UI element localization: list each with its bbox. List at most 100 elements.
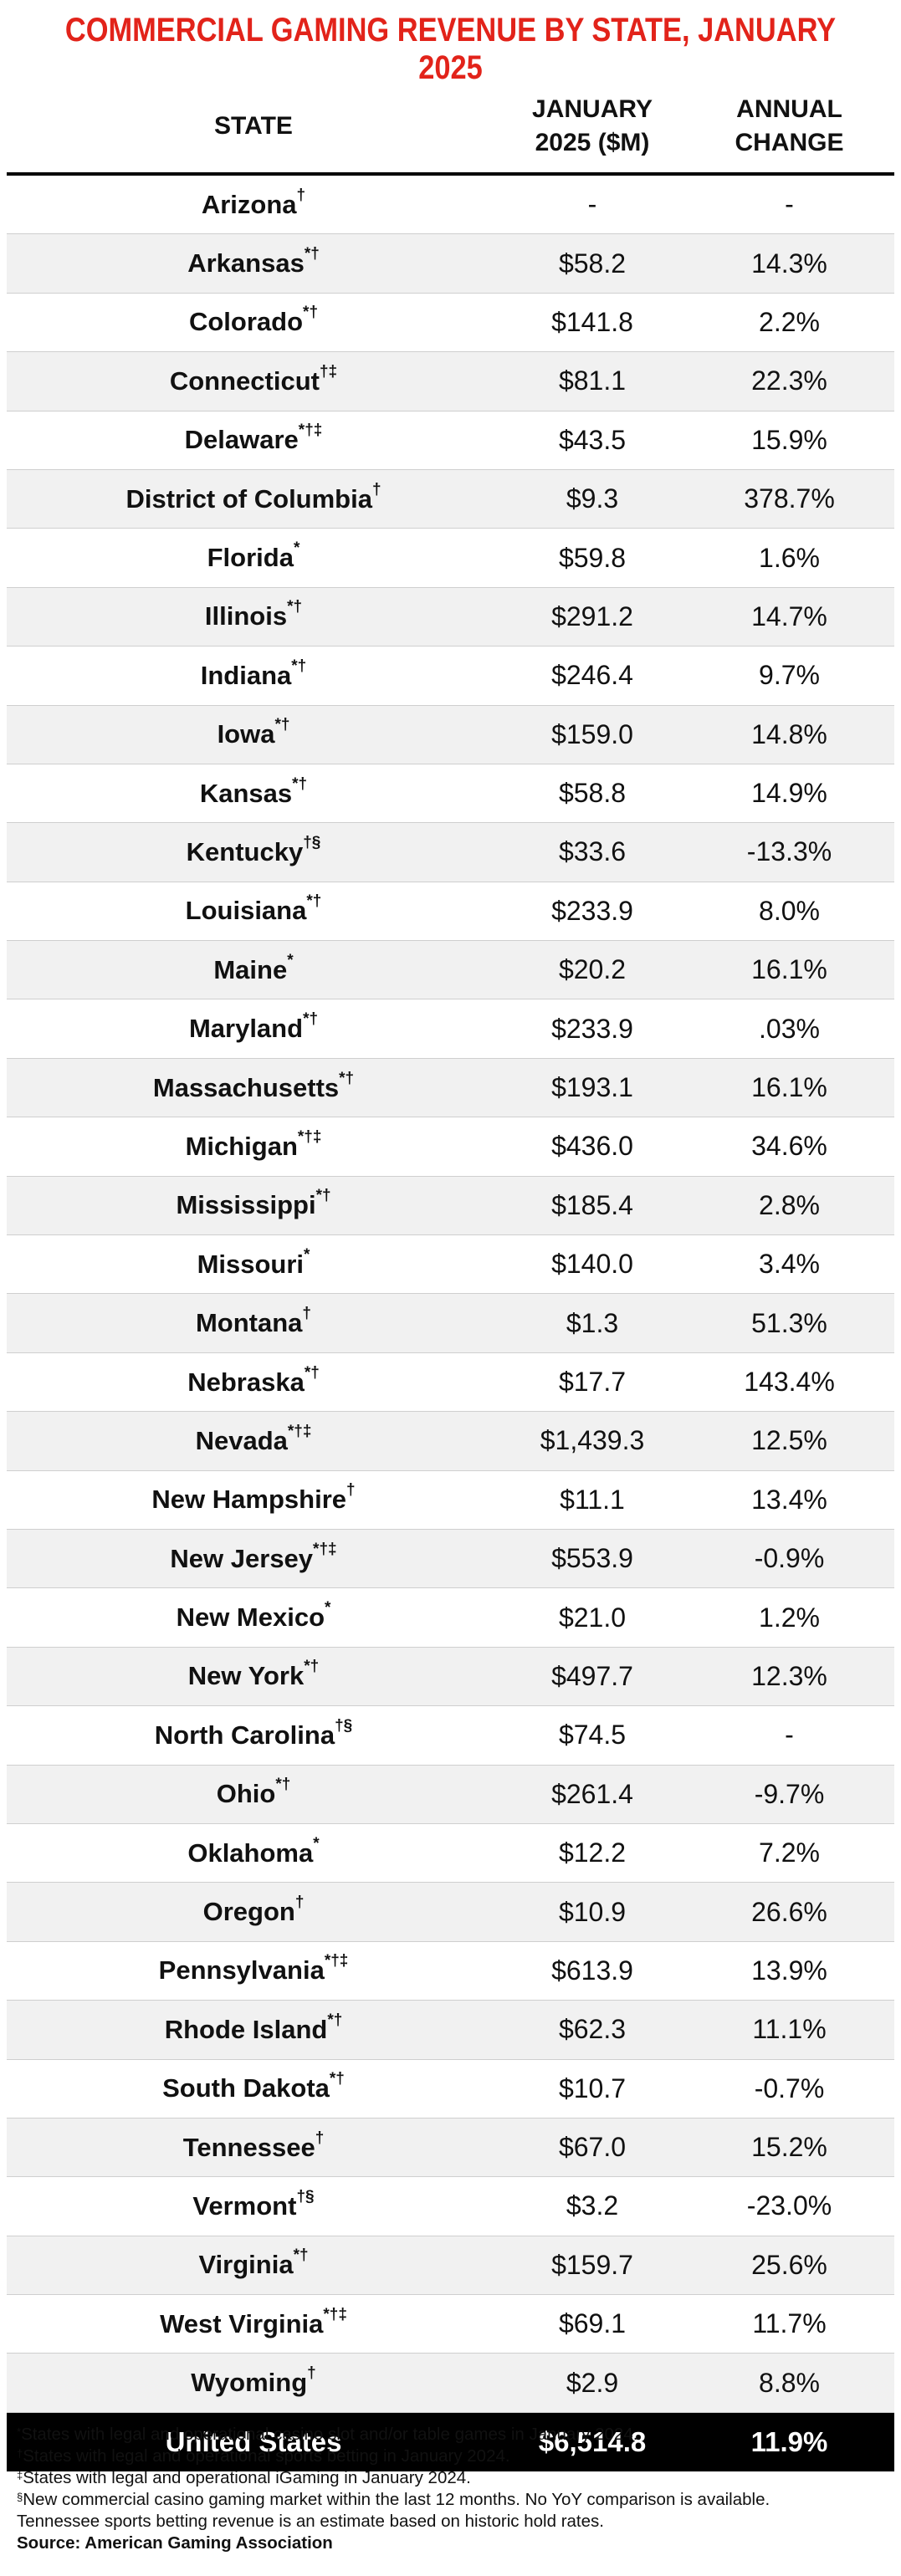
state-cell: Louisiana*†	[7, 892, 500, 926]
revenue-cell: $69.1	[558, 2308, 627, 2339]
table-row: Indiana*† $246.4 9.7%	[7, 647, 894, 706]
change-cell: .03%	[759, 1013, 820, 1044]
table-row: Rhode Island*† $62.3 11.1%	[7, 2001, 894, 2060]
state-name: West Virginia	[160, 2308, 324, 2338]
footnote: †States with legal and operational sport…	[17, 2446, 887, 2467]
state-name: Nevada	[195, 1425, 288, 1455]
table-row: New Hampshire† $11.1 13.4%	[7, 1471, 894, 1530]
state-footnote-marks: *†	[292, 774, 308, 793]
change-cell: 11.1%	[752, 2014, 827, 2045]
revenue-cell: $246.4	[551, 660, 633, 691]
source-line: Source: American Gaming Association	[17, 2533, 333, 2553]
revenue-cell: $12.2	[558, 1837, 627, 1868]
header-revenue-line2: 2025 ($M)	[535, 129, 650, 156]
state-name: Nebraska	[187, 1367, 305, 1397]
table-row: Arkansas*† $58.2 14.3%	[7, 234, 894, 294]
table-row: Vermont†§ $3.2 -23.0%	[7, 2177, 894, 2236]
footnote-list: *States with legal and operational casin…	[17, 2424, 887, 2511]
revenue-cell: $1,439.3	[540, 1425, 645, 1456]
state-cell: Illinois*†	[7, 598, 500, 631]
state-cell: Tennessee†	[7, 2129, 500, 2163]
table-row: Illinois*† $291.2 14.7%	[7, 587, 894, 647]
change-cell: 8.8%	[759, 2367, 820, 2398]
state-footnote-marks: †‡	[319, 362, 338, 381]
state-cell: District of Columbia†	[7, 481, 500, 514]
table-row: Kansas*† $58.8 14.9%	[7, 764, 894, 824]
state-name: Arizona	[201, 189, 297, 219]
header-change: ANNUAL CHANGE	[735, 95, 844, 156]
state-name: Rhode Island	[164, 2014, 328, 2044]
change-cell: -	[785, 189, 794, 220]
revenue-cell: $1.3	[566, 1307, 619, 1338]
change-cell: -0.9%	[754, 1543, 825, 1574]
state-name: Maryland	[188, 1014, 304, 1044]
state-footnote-marks: *	[293, 539, 300, 558]
change-cell: 22.3%	[751, 365, 827, 396]
table-row: Colorado*† $141.8 2.2%	[7, 294, 894, 353]
state-cell: New Hampshire†	[7, 1481, 500, 1515]
footnote: §New commercial casino gaming market wit…	[17, 2489, 887, 2511]
state-footnote-marks: †	[296, 186, 306, 204]
total-change: 11.9%	[750, 2425, 828, 2457]
state-footnote-marks: *†‡	[324, 1952, 349, 1970]
change-cell: -0.7%	[754, 2073, 825, 2103]
change-cell: 13.4%	[751, 1484, 827, 1515]
state-footnote-marks: *†	[327, 2011, 343, 2029]
revenue-cell: $17.7	[558, 1367, 627, 1397]
revenue-table: STATE JANUARY 2025 ($M) ANNUAL CHANGE Ar…	[7, 80, 894, 2471]
table-row: Missouri* $140.0 3.4%	[7, 1235, 894, 1295]
state-footnote-marks: †§	[303, 833, 321, 851]
table-row: Connecticut†‡ $81.1 22.3%	[7, 352, 894, 411]
state-name: Iowa	[217, 719, 275, 749]
state-footnote-marks: *†	[303, 1010, 319, 1029]
state-footnote-marks: *†	[339, 1069, 355, 1087]
state-footnote-marks: *†	[304, 1658, 320, 1676]
revenue-cell: $58.2	[558, 248, 627, 279]
state-footnote-marks: †	[315, 2129, 325, 2147]
change-cell: 3.4%	[759, 1249, 820, 1280]
table-row: Nevada*†‡ $1,439.3 12.5%	[7, 1412, 894, 1471]
revenue-cell: $81.1	[558, 365, 627, 396]
state-footnote-marks: *†‡	[313, 1540, 337, 1558]
state-name: Delaware	[184, 425, 299, 455]
revenue-cell: $291.2	[551, 601, 633, 631]
revenue-cell: $2.9	[566, 2367, 619, 2398]
change-cell: -	[785, 1720, 794, 1751]
table-row: Oregon† $10.9 26.6%	[7, 1883, 894, 1942]
table-row: New Jersey*†‡ $553.9 -0.9%	[7, 1529, 894, 1589]
change-cell: 2.8%	[759, 1189, 820, 1220]
state-footnote-marks: †	[307, 2364, 316, 2383]
change-cell: 11.7%	[752, 2308, 827, 2339]
state-name: Indiana	[200, 660, 292, 690]
change-cell: 9.7%	[759, 660, 820, 691]
change-cell: -13.3%	[746, 836, 832, 867]
state-footnote-marks: *†	[329, 2070, 345, 2088]
revenue-cell: $233.9	[551, 1013, 633, 1044]
state-cell: Delaware*†‡	[7, 422, 500, 455]
change-cell: 51.3%	[751, 1307, 827, 1338]
revenue-cell: $59.8	[558, 542, 627, 573]
footnote-text: New commercial casino gaming market with…	[23, 2490, 770, 2509]
state-cell: New Jersey*†‡	[7, 1540, 500, 1574]
state-name: New Mexico	[176, 1602, 325, 1633]
revenue-cell: $9.3	[566, 483, 619, 514]
state-cell: Maine*	[7, 952, 500, 985]
revenue-cell: $233.9	[551, 895, 633, 926]
state-footnote-marks: *†‡	[323, 2305, 347, 2323]
change-cell: 15.2%	[751, 2132, 827, 2163]
state-cell: Connecticut†‡	[7, 362, 500, 396]
state-footnote-marks: †	[294, 1894, 305, 1912]
table-row: Maine* $20.2 16.1%	[7, 941, 894, 1000]
revenue-cell: $33.6	[558, 836, 627, 867]
revenue-cell: -	[587, 189, 597, 220]
state-cell: Colorado*†	[7, 304, 500, 337]
state-cell: Missouri*	[7, 1246, 500, 1280]
state-cell: Arizona†	[7, 186, 500, 220]
state-cell: Montana†	[7, 1305, 500, 1338]
total-state: United States	[165, 2425, 342, 2457]
state-cell: South Dakota*†	[7, 2070, 500, 2103]
revenue-cell: $436.0	[551, 1131, 633, 1162]
table-row: West Virginia*†‡ $69.1 11.7%	[7, 2295, 894, 2354]
state-name: New Hampshire	[151, 1485, 346, 1515]
header-revenue: JANUARY 2025 ($M)	[500, 93, 684, 160]
